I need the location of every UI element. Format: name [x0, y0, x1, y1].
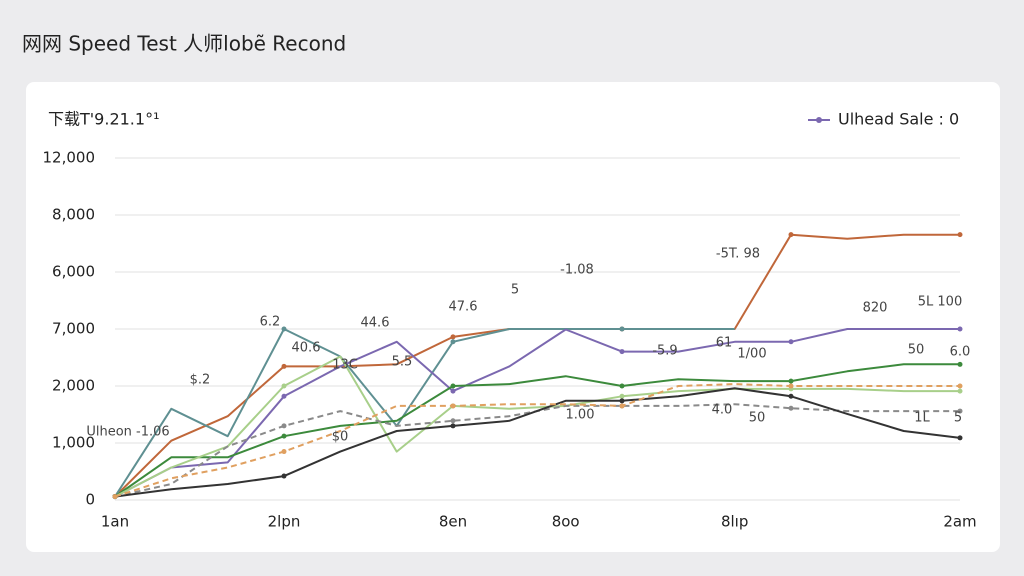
- point: [450, 423, 456, 429]
- x-tick-label: 2am: [943, 513, 976, 531]
- point: [450, 383, 456, 389]
- annotation: 6.0: [950, 345, 971, 360]
- point: [957, 383, 963, 389]
- annotation: -5T. 98: [716, 247, 760, 262]
- y-tick-label: 12,000: [43, 149, 96, 167]
- annotation: 44.6: [361, 316, 390, 331]
- point: [281, 363, 287, 369]
- point: [788, 405, 794, 411]
- y-tick-label: 6,000: [52, 263, 95, 281]
- series-line: [114, 387, 961, 498]
- annotation: 40.6: [292, 341, 321, 356]
- point: [619, 349, 625, 355]
- point: [957, 326, 963, 332]
- legend-marker: [816, 117, 822, 123]
- point: [112, 494, 118, 500]
- point: [957, 388, 963, 394]
- annotation: 13C: [332, 358, 358, 373]
- point: [450, 339, 456, 345]
- annotation: 5.5: [392, 355, 413, 370]
- point: [619, 383, 625, 389]
- y-tick-label: 8,000: [52, 206, 95, 224]
- point: [788, 383, 794, 389]
- card: [26, 82, 1000, 552]
- series-line: [114, 328, 735, 498]
- point: [281, 383, 287, 389]
- x-tick-label: 2lpn: [268, 513, 301, 531]
- point: [957, 435, 963, 441]
- annotation: 61: [716, 336, 733, 351]
- annotation: 1L: [914, 411, 930, 426]
- y-tick-label: 0: [85, 491, 95, 509]
- point: [957, 232, 963, 238]
- point: [281, 473, 287, 479]
- point: [619, 398, 625, 404]
- point: [788, 378, 794, 384]
- annotation: $0: [332, 430, 349, 445]
- point: [957, 361, 963, 367]
- point: [450, 388, 456, 394]
- series-line: [114, 363, 960, 498]
- annotation: -1.08: [560, 263, 594, 278]
- annotation: -5.9: [652, 344, 677, 359]
- annotation: 50: [749, 411, 766, 426]
- x-tick-label: 8lıp: [721, 513, 748, 531]
- chart-title: 网网 Speed Test 人师lobẽ Recond: [22, 32, 346, 56]
- point: [788, 393, 794, 399]
- annotation: 1/00: [737, 347, 766, 362]
- y-tick-label: 2,000: [52, 377, 95, 395]
- annotation: 5: [511, 283, 519, 298]
- annotation: Ulheon -1.06: [86, 425, 169, 440]
- point: [281, 393, 287, 399]
- annotation: 47.6: [449, 300, 478, 315]
- y-tick-label: 1,000: [52, 434, 95, 452]
- point: [281, 423, 287, 429]
- x-tick-label: 8en: [439, 513, 467, 531]
- point: [788, 232, 794, 238]
- annotation: 820: [863, 301, 888, 316]
- point: [281, 326, 287, 332]
- annotation: 5L 100: [918, 295, 962, 310]
- point: [450, 403, 456, 409]
- series-line: [114, 328, 960, 498]
- point: [281, 449, 287, 455]
- annotation: 4.0: [712, 403, 733, 418]
- point: [450, 418, 456, 424]
- y-tick-label: 7,000: [52, 320, 95, 338]
- point: [619, 393, 625, 399]
- point: [788, 339, 794, 345]
- annotation: 50: [908, 343, 925, 358]
- annotation: 1.00: [566, 408, 595, 423]
- point: [957, 408, 963, 414]
- y-axis-title: 下载T'9.21.1°¹: [48, 110, 159, 129]
- point: [450, 334, 456, 340]
- x-tick-label: 1an: [101, 513, 129, 531]
- point: [619, 403, 625, 409]
- annotation: 5: [954, 411, 962, 426]
- annotation: $.2: [190, 373, 211, 388]
- annotation: 6.2: [260, 315, 281, 330]
- legend-label: Ulhead Sale : 0: [838, 110, 959, 129]
- point: [281, 433, 287, 439]
- series-line: [114, 355, 960, 498]
- point: [619, 326, 625, 332]
- series-line: [114, 383, 960, 498]
- x-tick-label: 8oo: [552, 513, 580, 531]
